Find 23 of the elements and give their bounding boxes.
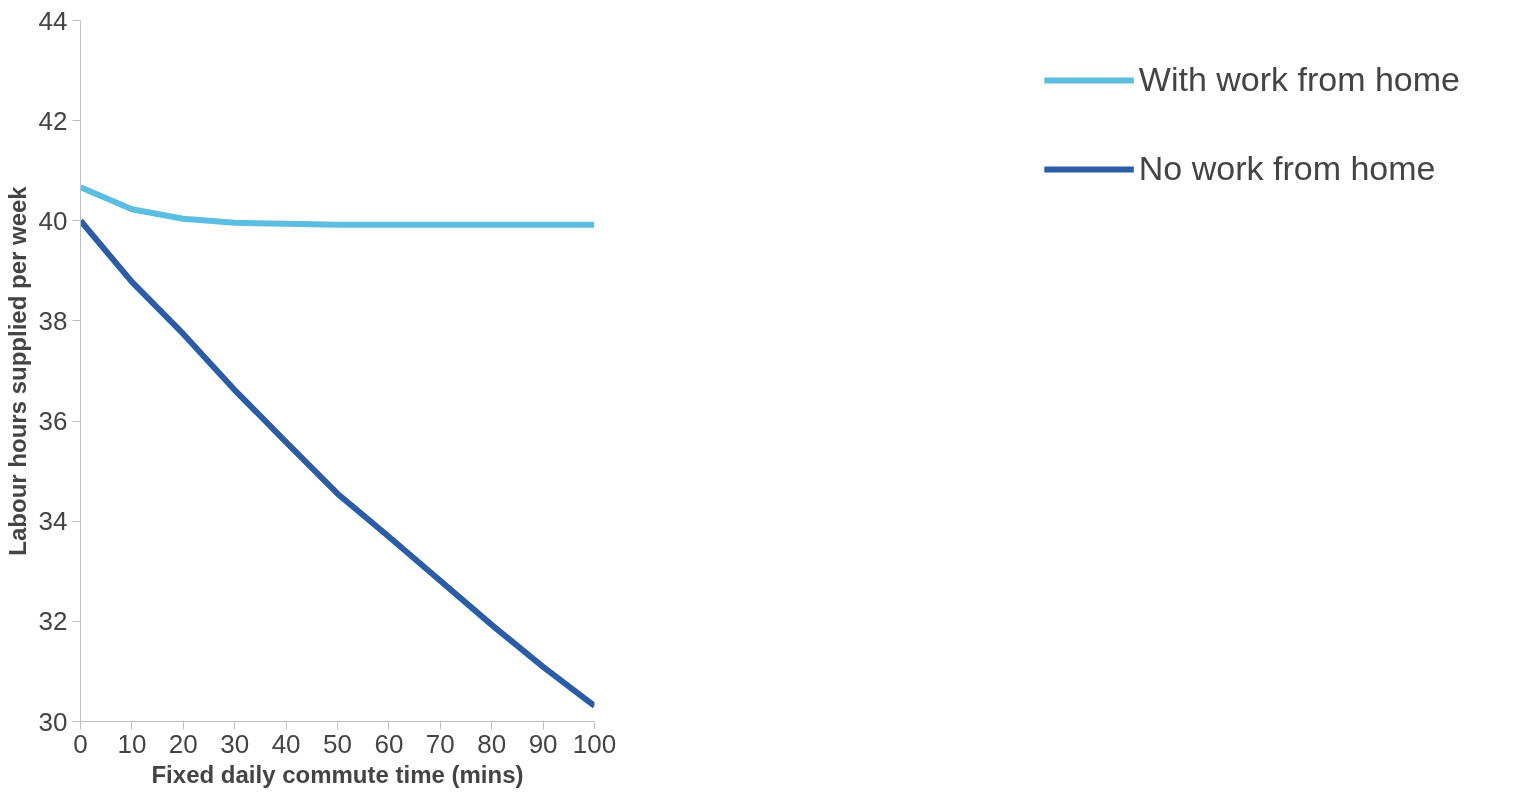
x-tick-label: 70 <box>425 728 455 759</box>
x-tick-label: 90 <box>528 728 558 759</box>
x-tick-label: 100 <box>572 728 617 759</box>
x-tick-label: 60 <box>374 728 404 759</box>
x-tick-label: 20 <box>168 728 198 759</box>
y-tick-label: 30 <box>38 706 68 737</box>
y-tick-label: 34 <box>38 506 68 537</box>
y-tick-label: 40 <box>38 205 68 236</box>
legend-label: No work from home <box>1138 149 1436 188</box>
y-tick-label: 42 <box>38 105 68 136</box>
y-tick-label: 44 <box>38 5 68 36</box>
x-tick-label: 10 <box>117 728 147 759</box>
x-tick-label: 0 <box>73 728 88 759</box>
y-axis-title: Labour hours supplied per week <box>3 185 31 556</box>
x-tick-label: 40 <box>271 728 301 759</box>
y-tick-label: 38 <box>38 305 68 336</box>
x-tick-label: 50 <box>323 728 352 759</box>
y-tick-label: 32 <box>38 606 68 637</box>
y-tick-label: 36 <box>38 406 68 437</box>
x-tick-label: 80 <box>477 728 507 759</box>
legend-label: With work from home <box>1138 60 1460 99</box>
x-tick-label: 30 <box>220 728 250 759</box>
x-axis-title: Fixed daily commute time (mins) <box>151 760 524 788</box>
